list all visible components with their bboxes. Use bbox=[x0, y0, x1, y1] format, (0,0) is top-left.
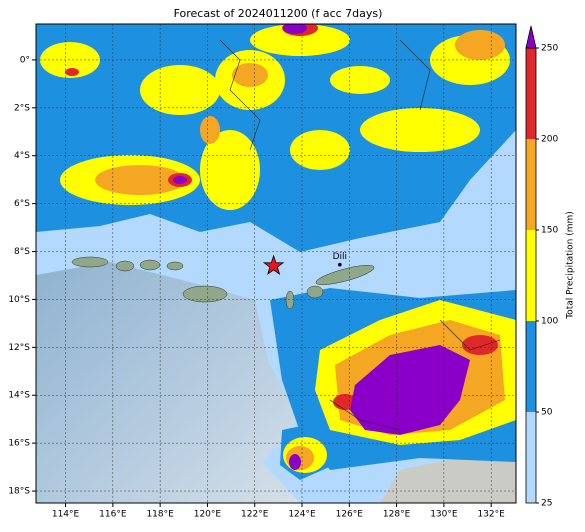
y-tick-label: 6°S bbox=[14, 199, 30, 209]
colorbar-tick-label: 250 bbox=[541, 44, 558, 54]
location-marker bbox=[262, 254, 285, 275]
colorbar-segment bbox=[526, 139, 536, 230]
colorbar-segment bbox=[526, 48, 536, 139]
colorbar-segment bbox=[526, 230, 536, 321]
x-tick-label: 124°E bbox=[288, 510, 316, 520]
place-dot bbox=[338, 262, 342, 267]
colorbar-tick-label: 200 bbox=[541, 135, 558, 145]
colorbar: 25 50 100 150 200 250 bbox=[525, 25, 558, 509]
x-tick-label: 128°E bbox=[383, 510, 411, 520]
y-tick-label: 0° bbox=[20, 55, 30, 65]
x-tick-label: 122°E bbox=[241, 510, 269, 520]
x-tick-label: 120°E bbox=[194, 510, 222, 520]
x-tick-label: 126°E bbox=[336, 510, 364, 520]
map-title: Forecast of 2024011200 (f acc 7days) bbox=[174, 7, 383, 20]
overlay: 114°E 116°E 118°E 120°E 122°E 124°E 126°E 128°E… bbox=[8, 55, 505, 519]
colorbar-tick-label: 50 bbox=[541, 408, 553, 418]
precipitation-field bbox=[36, 24, 516, 503]
graticule bbox=[36, 24, 516, 503]
x-tick-label: 132°E bbox=[477, 510, 505, 520]
colorbar-label: Total Precipitation (mm) bbox=[566, 211, 576, 320]
colorbar-segment bbox=[526, 321, 536, 412]
y-tick-label: 8°S bbox=[14, 247, 30, 257]
y-tick-label: 10°S bbox=[8, 295, 30, 305]
x-tick-label: 130°E bbox=[430, 510, 458, 520]
y-tick-label: 18°S bbox=[8, 487, 30, 497]
x-tick-label: 114°E bbox=[52, 510, 80, 520]
x-tick-label: 116°E bbox=[99, 510, 127, 520]
y-tick-label: 12°S bbox=[8, 343, 30, 353]
colorbar-frame bbox=[525, 47, 537, 504]
y-tick-label: 14°S bbox=[8, 391, 30, 401]
colorbar-extend bbox=[525, 25, 537, 49]
colorbar-tick-label: 25 bbox=[541, 499, 552, 509]
x-tick-label: 118°E bbox=[146, 510, 174, 520]
y-tick-label: 4°S bbox=[14, 151, 30, 161]
place-label: Dili bbox=[333, 252, 347, 262]
y-tick-label: 2°S bbox=[14, 103, 30, 113]
colorbar-tick-label: 150 bbox=[541, 226, 558, 236]
colorbar-segment bbox=[526, 412, 536, 503]
colorbar-tick-label: 100 bbox=[541, 317, 558, 327]
y-tick-label: 16°S bbox=[8, 439, 30, 449]
map-frame bbox=[35, 23, 517, 504]
